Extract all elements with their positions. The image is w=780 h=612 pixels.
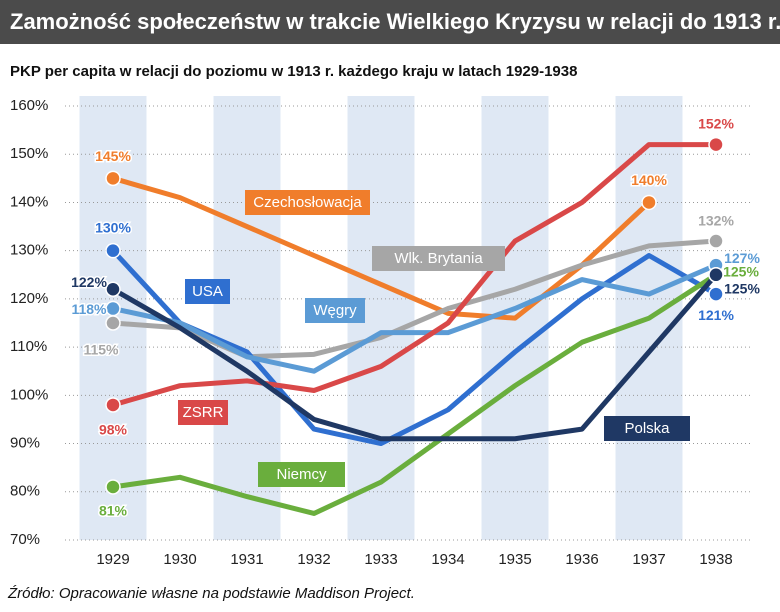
y-tick-label: 160%: [10, 97, 48, 114]
series-line: [111, 273, 718, 442]
y-tick-label: 110%: [10, 338, 47, 355]
value-label: 125%: [723, 263, 759, 279]
x-tick-label: 1932: [297, 551, 330, 568]
legend-label: Węgry: [313, 302, 357, 319]
value-label: 145%: [95, 148, 131, 164]
series-name-box: [245, 190, 370, 215]
chart-title: Zamożność społeczeństw w trakcie Wielkie…: [10, 9, 780, 34]
x-tick-label: 1938: [699, 551, 732, 568]
point-marker: [708, 267, 724, 283]
legend-label: Wlk. Brytania: [394, 250, 483, 267]
value-label: 152%: [698, 115, 734, 131]
point-marker: [708, 233, 724, 249]
x-tick-label: 1936: [565, 551, 598, 568]
x-tick-label: 1931: [230, 551, 263, 568]
y-tick-label: 100%: [10, 386, 48, 403]
value-label: 127%: [724, 250, 760, 266]
value-label: 132%: [698, 213, 734, 229]
series-name-box: [258, 462, 345, 487]
title-bar: [0, 0, 780, 44]
chart-subtitle: PKP per capita w relacji do poziomu w 19…: [10, 63, 577, 80]
legend-label: ZSRR: [183, 404, 224, 421]
x-tick-label: 1934: [431, 551, 464, 568]
point-marker: [708, 286, 724, 302]
point-marker: [105, 315, 121, 331]
x-tick-label: 1930: [163, 551, 196, 568]
point-marker: [105, 300, 121, 317]
point-marker: [105, 479, 121, 495]
x-tick-label: 1933: [364, 551, 397, 568]
y-tick-label: 90%: [10, 435, 40, 452]
value-label: 121%: [698, 307, 734, 323]
series-name-box: [604, 416, 690, 441]
series-line: [112, 175, 651, 321]
series-line: [112, 142, 716, 408]
point-marker: [105, 281, 121, 297]
x-tick-label: 1929: [96, 551, 129, 568]
x-tick-label: 1935: [498, 551, 531, 568]
legend-label: USA: [192, 283, 223, 300]
value-label: 81%: [99, 503, 128, 519]
point-marker: [641, 194, 657, 211]
x-tick-label: 1937: [632, 551, 665, 568]
value-label: 122%: [71, 274, 107, 290]
legend-label: Niemcy: [276, 466, 327, 483]
value-label: 140%: [631, 172, 667, 188]
legend-label: Polska: [624, 420, 670, 437]
y-tick-label: 130%: [10, 242, 48, 259]
value-label: 118%: [71, 301, 107, 317]
series-line: [112, 262, 717, 374]
y-tick-label: 150%: [10, 145, 48, 162]
legend-label: Czechosłowacja: [253, 194, 362, 211]
point-marker: [708, 136, 724, 153]
value-label: 130%: [95, 219, 131, 235]
point-marker: [105, 170, 121, 187]
value-label: 125%: [724, 280, 760, 296]
series-name-box: [372, 246, 505, 271]
series-name-box: [185, 279, 230, 304]
y-tick-label: 80%: [10, 483, 40, 500]
series-name-box: [305, 298, 365, 323]
value-label: 115%: [83, 342, 119, 358]
series-line: [112, 272, 718, 516]
y-tick-label: 70%: [10, 531, 40, 548]
series-name-box: [178, 400, 228, 425]
point-marker: [105, 397, 121, 413]
value-label: 98%: [99, 422, 128, 438]
y-tick-label: 120%: [10, 290, 48, 307]
source: Źródło: Opracowanie własne na podstawie …: [7, 585, 415, 602]
y-tick-label: 140%: [10, 193, 48, 210]
point-marker: [105, 242, 121, 259]
